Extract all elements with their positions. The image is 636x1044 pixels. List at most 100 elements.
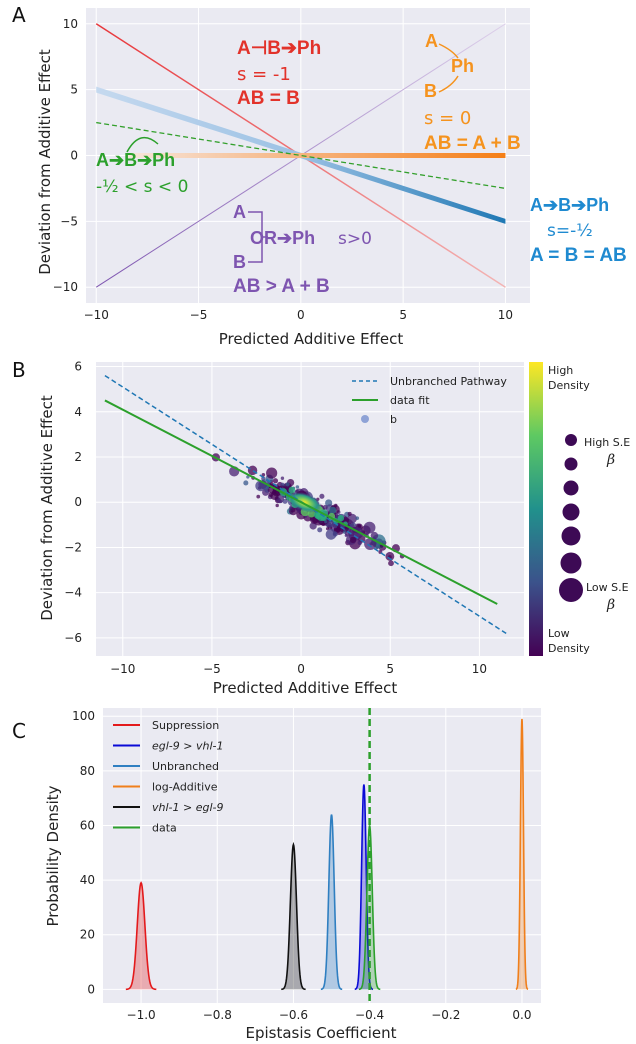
scatter-point	[272, 478, 279, 484]
panel-b-ytick: 4	[74, 405, 82, 419]
scatter-point	[266, 467, 278, 479]
panel-c-xlabel: Epistasis Coefficient	[245, 1024, 396, 1042]
size-legend-high-label: High S.E	[584, 436, 630, 449]
scatter-point	[280, 476, 285, 480]
panel-b-ylabel: Deviation from Additive Effect	[38, 395, 56, 621]
panel-c-xtick: −0.4	[355, 1008, 384, 1022]
scatter-point	[322, 504, 328, 510]
panel-c-xtick: −1.0	[127, 1008, 156, 1022]
panel-b-xtick: −5	[203, 662, 221, 676]
annotation-blue-s: s=-½	[547, 221, 593, 241]
density-fill	[281, 844, 306, 990]
panel-b-ytick: −2	[64, 540, 82, 554]
panel-c-xtick: −0.2	[431, 1008, 460, 1022]
scatter-point	[364, 537, 377, 551]
annotation-purple-eq: AB > A + B	[233, 276, 330, 297]
panel-a-ytick: 10	[63, 17, 78, 31]
scatter-point	[357, 524, 362, 528]
annotation-purple-or: OR➔Ph	[250, 228, 315, 248]
legend-unbranched-label: Unbranched Pathway	[390, 375, 507, 388]
panel-c-xtick: −0.6	[279, 1008, 308, 1022]
scatter-point	[347, 513, 357, 524]
scatter-point	[349, 536, 357, 544]
scatter-point	[256, 494, 261, 499]
annotation-purple-b: B	[233, 252, 246, 272]
size-legend-low-beta: β	[606, 597, 615, 613]
scatter-point	[265, 485, 270, 490]
scatter-point	[261, 473, 266, 477]
panel-c-ytick: 40	[80, 873, 95, 887]
density-fill	[354, 784, 374, 990]
size-legend	[559, 434, 583, 602]
legend-label: data	[152, 822, 177, 835]
colorbar-low-label: Low	[548, 627, 570, 640]
annotation-additive-ph: Ph	[451, 56, 474, 76]
scatter-point	[355, 516, 360, 520]
density-fill	[320, 814, 343, 990]
panel-b-chart: −10 −5 0 5 10 6 4 2 0 −2 −4 −6 Predicted Additive …	[38, 360, 630, 697]
density-curve	[281, 841, 306, 991]
annotation-green-pathway: A➔B➔Ph	[96, 150, 175, 170]
density-curve	[125, 881, 157, 991]
panel-c-ylabel: Probability Density	[44, 785, 62, 926]
scatter-point	[363, 521, 376, 534]
scatter-point	[246, 475, 250, 479]
panel-a-ytick: 0	[70, 149, 78, 163]
scatter-point	[247, 465, 258, 476]
legend-label: log-Additive	[152, 781, 218, 794]
size-legend-low-label: Low S.E	[586, 581, 629, 594]
scatter-point	[243, 480, 249, 486]
colorbar	[529, 362, 543, 656]
scatter-point	[309, 522, 317, 530]
annotation-purple-bracket	[248, 211, 268, 263]
data-fit-line	[104, 399, 498, 605]
panel-c-ytick: 80	[80, 764, 95, 778]
panel-a-xtick: 0	[297, 308, 305, 322]
size-legend-circle	[560, 552, 582, 574]
panel-a-label: A	[12, 3, 26, 27]
size-legend-circle	[564, 457, 578, 471]
annotation-additive-eq: AB = A + B	[424, 133, 521, 154]
annotation-additive-s: s = 0	[424, 108, 471, 129]
colorbar-high-density-label: Density	[548, 379, 590, 392]
panel-a-xtick: −10	[84, 308, 109, 322]
size-legend-high-beta: β	[606, 452, 615, 468]
scatter-point	[295, 485, 300, 489]
density-curve	[320, 814, 343, 991]
scatter-point	[317, 527, 323, 533]
panel-a-series-green	[96, 121, 506, 190]
colorbar-low-density-label: Density	[548, 642, 590, 655]
scatter-point	[329, 506, 337, 514]
panel-b-xtick: 5	[386, 662, 394, 676]
panel-c-xtick: 0.0	[512, 1008, 531, 1022]
scatter-point	[319, 493, 325, 499]
panel-b-xtick: −10	[110, 662, 135, 676]
panel-c-chart: −1.0 −0.8 −0.6 −0.4 −0.2 0.0 100 80 60 40 20 0 Epi…	[44, 708, 541, 1042]
panel-a-ytick: 5	[70, 83, 78, 97]
panel-a-ytick: −5	[60, 214, 78, 228]
panel-a-xtick: −5	[190, 308, 208, 322]
scatter-point	[332, 531, 337, 536]
legend-label: vhl-1 > egl-9	[152, 801, 224, 814]
panel-b-ytick: 0	[74, 495, 82, 509]
panel-c-legend: Suppression egl-9 > vhl-1 Unbranched log-Ad…	[113, 719, 224, 835]
annotation-purple-a: A	[233, 202, 246, 222]
density-fill	[515, 718, 529, 990]
annotation-suppression-s: s = -1	[237, 64, 291, 85]
density-fill	[125, 882, 157, 990]
panel-a-ytick: −10	[53, 280, 78, 294]
annotation-additive-b: B	[424, 81, 437, 101]
size-legend-circle	[562, 503, 580, 521]
legend-label: Unbranched	[152, 760, 219, 773]
panel-b-xtick: 10	[472, 662, 487, 676]
scatter-point	[335, 527, 341, 532]
annotation-green-arrow	[126, 136, 159, 153]
panel-b-label: B	[12, 358, 26, 382]
scatter-point	[285, 482, 290, 487]
panel-b-ytick: 6	[74, 360, 82, 374]
legend-b-swatch	[361, 415, 369, 423]
annotation-additive-arrow-a	[438, 43, 459, 59]
annotation-additive-a: A	[425, 31, 438, 51]
panel-b-ytick: −4	[64, 586, 82, 600]
